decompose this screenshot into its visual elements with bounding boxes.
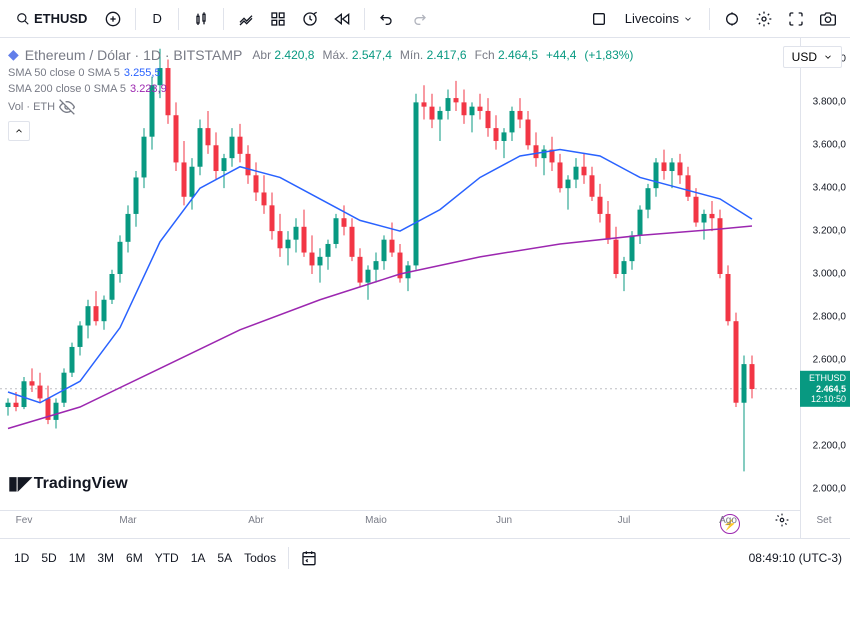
divider <box>288 547 289 569</box>
alert-icon <box>302 11 318 27</box>
divider <box>135 8 136 30</box>
fullscreen-icon <box>788 11 804 27</box>
settings-button[interactable] <box>750 5 778 33</box>
y-axis[interactable]: 2.000,02.200,02.400,02.600,02.800,03.000… <box>800 38 850 538</box>
symbol-search[interactable]: ETHUSD <box>8 7 95 30</box>
axis-settings-button[interactable] <box>768 506 796 534</box>
footer-time[interactable]: 08:49:10 (UTC-3) <box>749 551 842 565</box>
x-tick: Maio <box>365 515 387 526</box>
chevron-down-icon <box>683 14 693 24</box>
account-select[interactable]: Livecoins <box>617 7 701 30</box>
current-price-label: ETHUSD2.464,512:10:50 <box>800 371 850 407</box>
y-tick: 2.000,0 <box>813 483 846 494</box>
range-1d[interactable]: 1D <box>8 547 35 569</box>
chart-area[interactable]: ◆ Ethereum / Dólar · 1D · BITSTAMP Abr 2… <box>0 38 850 538</box>
range-todos[interactable]: Todos <box>238 547 282 569</box>
search-icon <box>16 12 30 26</box>
eth-logo-icon: ◆ <box>8 46 19 63</box>
x-tick: Ago <box>719 515 737 526</box>
square-icon <box>591 11 607 27</box>
divider <box>364 8 365 30</box>
redo-icon <box>411 11 427 27</box>
target-icon <box>724 11 740 27</box>
y-tick: 3.000,0 <box>813 269 846 280</box>
range-6m[interactable]: 6M <box>120 547 149 569</box>
divider <box>178 8 179 30</box>
candle-style-button[interactable] <box>187 5 215 33</box>
x-tick: Fev <box>16 515 33 526</box>
range-1a[interactable]: 1A <box>185 547 212 569</box>
chart-title: Ethereum / Dólar · 1D · BITSTAMP <box>25 47 243 63</box>
chart-header: ◆ Ethereum / Dólar · 1D · BITSTAMP Abr 2… <box>8 46 633 141</box>
indicators-button[interactable] <box>232 5 260 33</box>
gear-icon <box>775 513 789 527</box>
x-tick: Mar <box>119 515 136 526</box>
y-tick: 3.200,0 <box>813 226 846 237</box>
goto-date-button[interactable] <box>295 544 323 572</box>
add-symbol-button[interactable] <box>99 5 127 33</box>
snapshot-button[interactable] <box>814 5 842 33</box>
y-tick: 3.800,0 <box>813 97 846 108</box>
range-ytd[interactable]: YTD <box>149 547 185 569</box>
tradingview-logo: ▮◤TradingView <box>8 473 128 494</box>
grid-icon <box>270 11 286 27</box>
volume-legend[interactable]: Vol · ETH <box>8 99 633 115</box>
divider <box>223 8 224 30</box>
currency-select[interactable]: USD <box>783 46 842 68</box>
eye-off-icon <box>59 99 75 115</box>
gear-icon <box>756 11 772 27</box>
calendar-icon <box>301 550 317 566</box>
symbol-text: ETHUSD <box>34 11 87 26</box>
x-tick: Jun <box>496 515 512 526</box>
redo-button[interactable] <box>405 5 433 33</box>
x-tick: Jul <box>618 515 631 526</box>
bottom-toolbar: 1D5D1M3M6MYTD1A5ATodos 08:49:10 (UTC-3) <box>0 538 850 576</box>
chevron-down-icon <box>823 52 833 62</box>
x-axis[interactable]: ⚡ FevMarAbrMaioJunJulAgoSet <box>0 510 800 538</box>
x-tick: Set <box>816 515 831 526</box>
range-5d[interactable]: 5D <box>35 547 62 569</box>
y-tick: 2.800,0 <box>813 311 846 322</box>
sma50-legend[interactable]: SMA 50 close 0 SMA 5 3.255,5 <box>8 67 633 79</box>
y-tick: 2.200,0 <box>813 440 846 451</box>
range-3m[interactable]: 3M <box>91 547 120 569</box>
replay-button[interactable] <box>328 5 356 33</box>
fullscreen-button[interactable] <box>782 5 810 33</box>
replay-icon <box>334 11 350 27</box>
range-1m[interactable]: 1M <box>63 547 92 569</box>
collapse-legends-button[interactable] <box>8 121 30 141</box>
y-tick: 3.400,0 <box>813 183 846 194</box>
y-tick: 2.600,0 <box>813 354 846 365</box>
chevron-up-icon <box>14 126 24 136</box>
range-5a[interactable]: 5A <box>211 547 238 569</box>
layout-button[interactable] <box>585 5 613 33</box>
templates-button[interactable] <box>264 5 292 33</box>
x-tick: Abr <box>248 515 264 526</box>
camera-icon <box>820 11 836 27</box>
sma200-legend[interactable]: SMA 200 close 0 SMA 5 3.223,9 <box>8 83 633 95</box>
ohlc-display: Abr 2.420,8 Máx. 2.547,4 Mín. 2.417,6 Fc… <box>252 48 633 62</box>
alert-button[interactable] <box>296 5 324 33</box>
candles-icon <box>193 11 209 27</box>
divider <box>709 8 710 30</box>
quick-search-button[interactable] <box>718 5 746 33</box>
plus-circle-icon <box>105 11 121 27</box>
top-toolbar: ETHUSD D Livecoins <box>0 0 850 38</box>
indicators-icon <box>238 11 254 27</box>
interval-select[interactable]: D <box>144 7 169 30</box>
y-tick: 3.600,0 <box>813 140 846 151</box>
undo-button[interactable] <box>373 5 401 33</box>
undo-icon <box>379 11 395 27</box>
